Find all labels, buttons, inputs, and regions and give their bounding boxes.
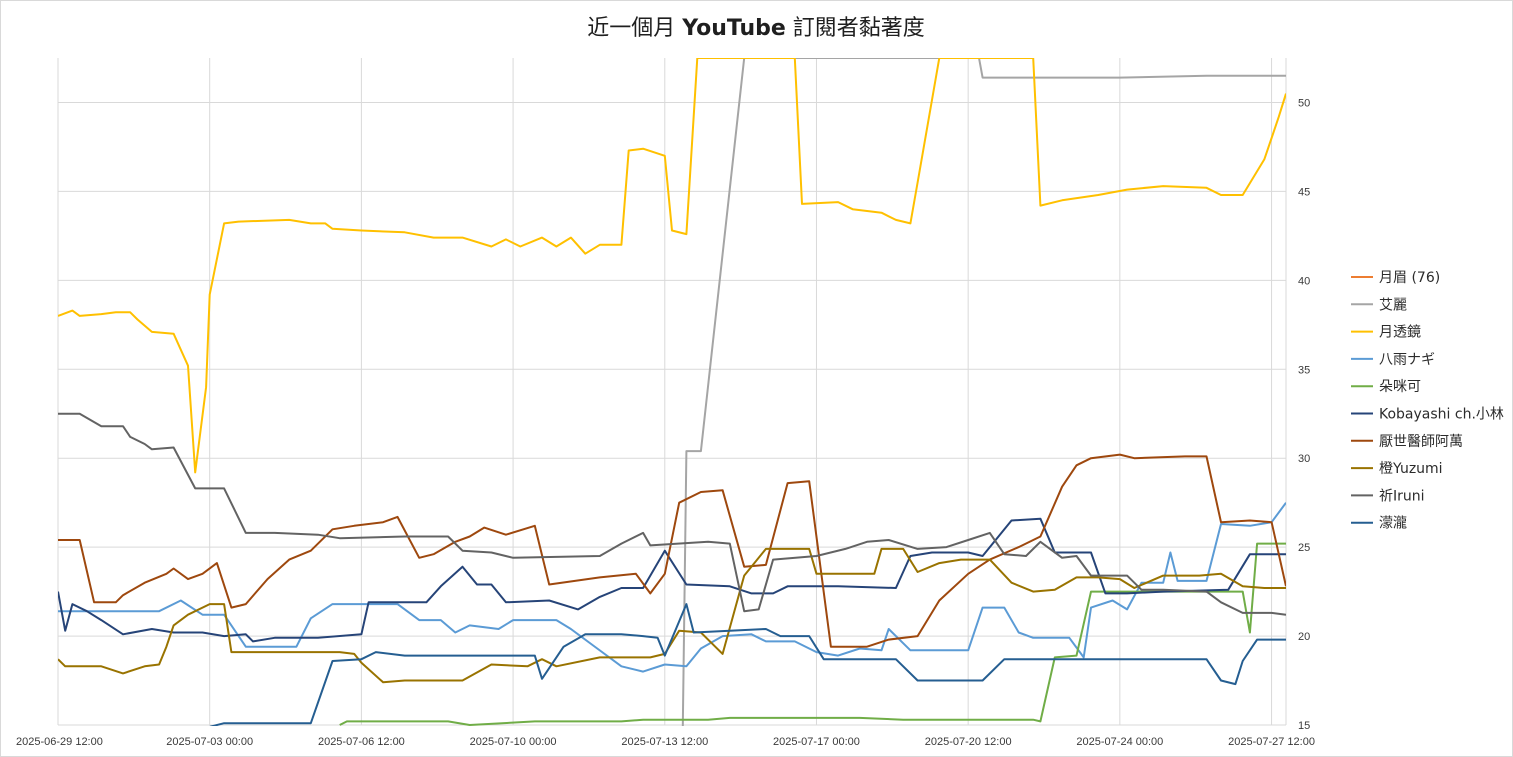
series-line-1 [681, 58, 1286, 726]
series-line-2 [58, 58, 1286, 474]
y-tick-label: 15 [1298, 720, 1310, 732]
series-line-4 [339, 542, 1286, 726]
legend-label: 八雨ナギ [1379, 352, 1435, 368]
x-tick-label: 2025-07-10 00:00 [470, 736, 557, 748]
chart-title-prefix: 近一個月 [587, 16, 682, 41]
legend-label: 濛瀧 [1379, 516, 1407, 532]
series-line-7 [58, 547, 1286, 684]
legend-label: 橙Yuzumi [1379, 461, 1443, 477]
series-line-3 [58, 502, 1286, 673]
y-tick-label: 30 [1298, 453, 1310, 465]
legend-label: Kobayashi ch.小林 [1379, 407, 1504, 423]
chart-title-suffix: 訂閱者黏著度 [786, 16, 925, 41]
y-tick-label: 20 [1298, 631, 1310, 643]
x-tick-label: 2025-07-27 12:00 [1228, 736, 1315, 748]
y-tick-label: 35 [1298, 364, 1310, 376]
series-line-8 [58, 412, 1286, 616]
legend-label: 朵咪可 [1379, 379, 1421, 395]
series-line-9 [209, 603, 1286, 726]
y-tick-label: 25 [1298, 542, 1310, 554]
chart-title-youtube: YouTube [681, 16, 786, 41]
axis-labels: 15 20 25 30 35 40 45 50 2025-06-29 12:00 2025-07-… [16, 97, 1315, 748]
legend-label: 艾麗 [1379, 297, 1407, 313]
x-tick-label: 2025-07-13 12:00 [621, 736, 708, 748]
legend-label: 月眉 (76) [1379, 270, 1440, 286]
legend-label: 厭世醫師阿萬 [1379, 434, 1463, 450]
plot-area [58, 58, 1286, 726]
gridlines [57, 58, 1287, 726]
x-tick-label: 2025-07-24 00:00 [1076, 736, 1163, 748]
x-tick-label: 2025-07-17 00:00 [773, 736, 860, 748]
x-tick-label: 2025-07-20 12:00 [925, 736, 1012, 748]
legend-label: 祈Iruni [1379, 488, 1425, 504]
x-tick-label: 2025-06-29 12:00 [16, 736, 103, 748]
series-line-5 [58, 517, 1286, 643]
y-tick-label: 50 [1298, 97, 1310, 109]
legend-label: 月透鏡 [1379, 325, 1421, 341]
x-tick-label: 2025-07-03 00:00 [166, 736, 253, 748]
y-tick-label: 45 [1298, 186, 1310, 198]
chart-title: 近一個月 YouTube 訂閱者黏著度 [587, 16, 925, 41]
x-tick-label: 2025-07-06 12:00 [318, 736, 405, 748]
series-line-6 [58, 453, 1286, 648]
y-tick-label: 40 [1298, 275, 1310, 287]
